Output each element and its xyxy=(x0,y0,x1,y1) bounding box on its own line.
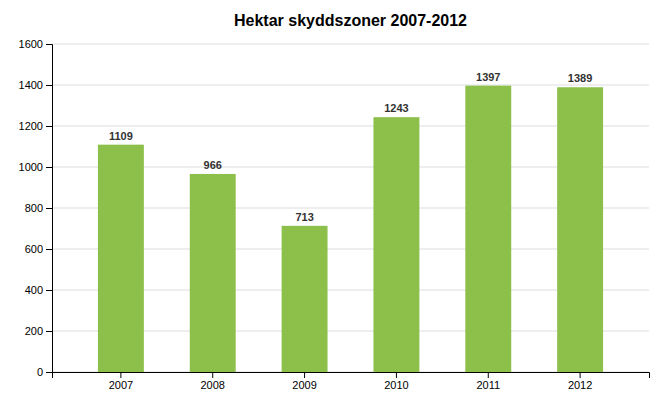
y-tick-label: 1200 xyxy=(19,120,43,132)
y-tick-label: 800 xyxy=(25,202,43,214)
x-tick-label: 2011 xyxy=(476,379,500,391)
y-tick-mark xyxy=(46,85,52,86)
y-tick-mark xyxy=(46,331,52,332)
y-tick-mark xyxy=(46,290,52,291)
grid-line xyxy=(52,44,649,45)
y-axis: 0 200 400 600 800 1000 1200 1400 1600 xyxy=(19,38,53,378)
y-tick-mark xyxy=(46,126,52,127)
data-label: 1397 xyxy=(476,71,500,83)
bars xyxy=(98,86,603,372)
y-tick-mark xyxy=(46,249,52,250)
data-label: 1109 xyxy=(109,130,133,142)
grid xyxy=(52,44,649,372)
y-tick-label: 1600 xyxy=(19,38,43,50)
y-tick-mark xyxy=(46,208,52,209)
x-tick: 2008 xyxy=(200,372,224,391)
x-tick-mark xyxy=(212,372,213,378)
grid-line xyxy=(52,85,649,86)
y-tick-label: 200 xyxy=(25,325,43,337)
y-tick: 1000 xyxy=(19,161,52,173)
plot-area: 0200400600800100012001400160020072008200… xyxy=(19,38,650,391)
x-tick-mark xyxy=(396,372,397,378)
y-tick-label: 1000 xyxy=(19,161,43,173)
data-labels: 1109 966 713 1243 1397 1389 xyxy=(109,71,592,223)
chart-title: Hektar skyddszoner 2007-2012 xyxy=(234,12,467,29)
y-tick-mark xyxy=(46,44,52,45)
x-axis-line xyxy=(53,373,650,379)
x-tick-mark xyxy=(120,372,121,378)
y-axis-line xyxy=(46,45,53,373)
x-tick-label: 2008 xyxy=(200,379,224,391)
y-tick: 1200 xyxy=(19,120,52,132)
y-tick-label: 600 xyxy=(25,243,43,255)
bar xyxy=(282,226,328,372)
x-tick-mark xyxy=(304,372,305,378)
x-tick-mark xyxy=(488,372,489,378)
bar xyxy=(190,174,236,372)
data-label: 1389 xyxy=(568,72,592,84)
x-tick-label: 2012 xyxy=(568,379,592,391)
y-tick: 400 xyxy=(25,284,52,296)
y-tick-label: 0 xyxy=(37,366,43,378)
data-label: 966 xyxy=(204,159,222,171)
y-tick: 600 xyxy=(25,243,52,255)
data-label: 1243 xyxy=(384,102,408,114)
x-axis: 2007 2008 2009 2010 2011 2012 xyxy=(53,372,650,391)
y-tick: 800 xyxy=(25,202,52,214)
x-tick: 2011 xyxy=(476,372,500,391)
y-tick-label: 400 xyxy=(25,284,43,296)
y-tick-mark xyxy=(46,372,52,373)
data-label: 713 xyxy=(295,211,313,223)
x-tick: 2012 xyxy=(568,372,592,391)
bar xyxy=(557,87,603,372)
bar xyxy=(373,117,419,372)
y-tick: 0 xyxy=(37,366,52,378)
y-tick-mark xyxy=(46,167,52,168)
x-tick-label: 2010 xyxy=(384,379,408,391)
x-tick: 2010 xyxy=(384,372,408,391)
x-tick-label: 2009 xyxy=(292,379,316,391)
x-tick-label: 2007 xyxy=(109,379,133,391)
y-tick-label: 1400 xyxy=(19,79,43,91)
x-tick-mark xyxy=(580,372,581,378)
bar xyxy=(98,145,144,372)
x-tick: 2009 xyxy=(292,372,316,391)
chart-svg: 0200400600800100012001400160020072008200… xyxy=(0,0,669,408)
y-tick: 200 xyxy=(25,325,52,337)
y-tick: 1600 xyxy=(19,38,52,50)
x-tick: 2007 xyxy=(109,372,133,391)
bar xyxy=(465,86,511,372)
y-tick: 1400 xyxy=(19,79,52,91)
chart-container: 0200400600800100012001400160020072008200… xyxy=(0,0,669,408)
